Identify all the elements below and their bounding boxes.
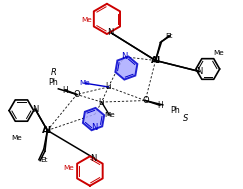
- Text: Ph: Ph: [48, 78, 58, 87]
- Text: Me: Me: [81, 17, 92, 23]
- Text: Ph: Ph: [170, 106, 180, 115]
- Text: N: N: [107, 28, 114, 37]
- Text: Et: Et: [165, 33, 173, 39]
- Text: N: N: [90, 154, 97, 163]
- Text: Al: Al: [42, 126, 52, 135]
- Text: Me: Me: [79, 80, 90, 86]
- Text: Al: Al: [150, 56, 161, 65]
- Text: O: O: [73, 90, 80, 99]
- Text: Li: Li: [98, 98, 105, 107]
- Text: N: N: [196, 67, 202, 76]
- Text: Me: Me: [11, 135, 22, 141]
- Text: O: O: [142, 96, 149, 105]
- Text: N: N: [92, 123, 98, 132]
- Text: Et: Et: [40, 157, 47, 163]
- Polygon shape: [83, 108, 104, 130]
- Polygon shape: [115, 57, 137, 80]
- Text: H: H: [157, 101, 163, 110]
- Text: S: S: [183, 114, 189, 123]
- Text: R: R: [51, 68, 57, 77]
- Text: Me: Me: [213, 50, 224, 56]
- Text: Me: Me: [104, 112, 115, 118]
- Text: H: H: [63, 86, 69, 95]
- Text: N: N: [121, 52, 127, 61]
- Text: Me: Me: [63, 165, 74, 171]
- Text: Li: Li: [105, 82, 112, 91]
- Text: N: N: [32, 105, 38, 114]
